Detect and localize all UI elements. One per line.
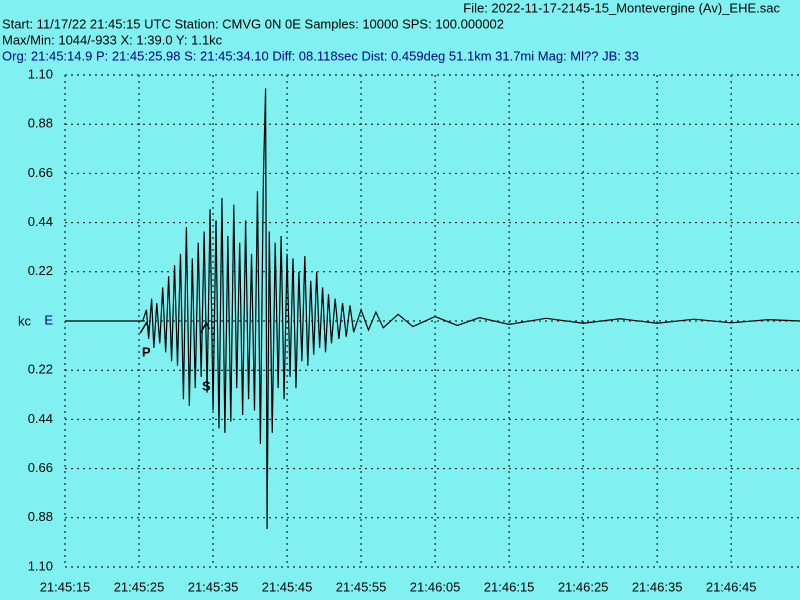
waveform (65, 88, 800, 529)
y-tick-label: 0.88 (28, 509, 53, 524)
x-tick-label: 21:45:25 (114, 579, 165, 594)
info-line: Org: 21:45:14.9 P: 21:45:25.98 S: 21:45:… (2, 48, 639, 63)
y-tick-label: 1.10 (28, 558, 53, 573)
y-tick-label: 0.66 (28, 460, 53, 475)
x-tick-label: 21:46:45 (706, 579, 757, 594)
phase-marker (199, 321, 211, 334)
phase-label: S (202, 378, 211, 393)
info-line: Start: 11/17/22 21:45:15 UTC Station: CM… (2, 16, 504, 31)
y-tick-label: 0.88 (28, 116, 53, 131)
y-tick-label: 0.44 (28, 411, 53, 426)
x-tick-label: 21:45:15 (40, 579, 91, 594)
info-line: Max/Min: 1044/-933 X: 1:39.0 Y: 1.1kc (2, 32, 223, 47)
phase-label: P (142, 344, 151, 359)
x-tick-label: 21:46:05 (410, 579, 461, 594)
phase-marker (139, 321, 150, 334)
y-tick-label: 0.44 (28, 214, 53, 229)
x-tick-label: 21:45:45 (262, 579, 313, 594)
y-tick-label: 0.22 (28, 263, 53, 278)
y-tick-label: 1.10 (28, 66, 53, 81)
y-axis-label: kc (18, 313, 32, 328)
file-title: File: 2022-11-17-2145-15_Montevergine (A… (463, 0, 780, 15)
y-tick-label: E (44, 312, 53, 327)
x-tick-label: 21:46:25 (558, 579, 609, 594)
y-tick-label: 0.66 (28, 165, 53, 180)
x-tick-label: 21:46:15 (484, 579, 535, 594)
x-tick-label: 21:45:35 (188, 579, 239, 594)
x-tick-label: 21:45:55 (336, 579, 387, 594)
y-tick-label: 0.22 (28, 362, 53, 377)
x-tick-label: 21:46:35 (632, 579, 683, 594)
